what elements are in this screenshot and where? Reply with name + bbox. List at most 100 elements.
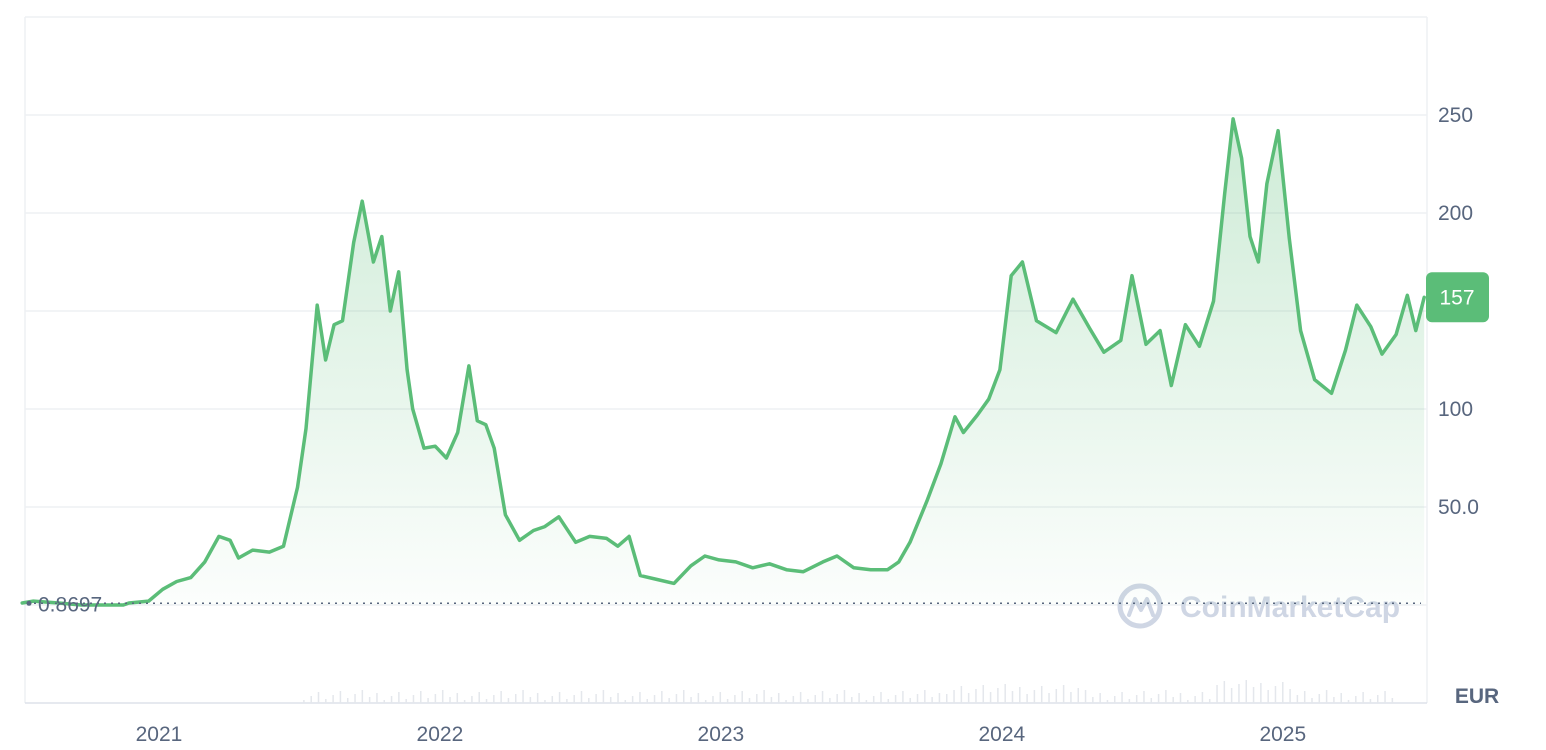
volume-bar [975,689,977,703]
volume-bar [697,693,700,703]
volume-bar [405,699,407,703]
volume-bar [1376,695,1379,703]
volume-bar [1121,692,1123,703]
volume-bar [770,697,773,703]
x-tick-label: 2024 [978,723,1025,746]
volume-bar [690,697,692,703]
volume-bar [1252,687,1255,703]
volume-bar [997,688,999,703]
volume-bar [1340,693,1342,703]
volume-bar [843,690,846,703]
volume-bar [1362,692,1364,703]
volume-bar [924,690,926,703]
current-price-value: 157 [1439,286,1474,309]
volume-bar [566,699,568,703]
y-tick-label: 100 [1438,398,1473,421]
volume-bar [719,692,722,703]
volume-bar [807,699,809,703]
volume-bar [449,697,451,703]
volume-bar [1303,691,1306,703]
volume-bar [777,693,780,703]
volume-bar [712,696,714,703]
volume-bar [1245,680,1247,703]
volume-bar [945,694,948,703]
volume-bar [726,699,729,703]
volume-bar [383,700,386,703]
volume-bar [609,697,612,703]
volume-bar [1208,699,1211,703]
volume-bar [1011,691,1014,703]
volume-bar [580,691,583,703]
volume-bar [668,698,670,703]
volume-bar [1201,692,1204,703]
volume-bar [1282,682,1284,703]
volume-bars [303,680,1394,703]
volume-bar [398,692,400,703]
volume-bar [1318,694,1321,703]
currency-label: EUR [1455,685,1499,708]
volume-bar [463,700,466,703]
volume-bar [872,696,875,703]
volume-bar [1194,696,1196,703]
volume-bar [639,692,641,703]
x-tick-label: 2021 [136,723,183,746]
volume-bar [734,695,736,703]
volume-bar [1172,697,1174,703]
volume-bar [858,693,860,703]
volume-bar [1274,686,1277,703]
volume-bar [631,696,634,703]
volume-bar [507,698,510,703]
volume-bar [1157,694,1160,703]
volume-bar [960,686,963,703]
volume-bar [792,696,795,703]
y-tick-label: 200 [1438,202,1473,225]
volume-bar [1026,694,1028,703]
volume-bar [1077,688,1079,703]
volume-bar [500,691,502,703]
volume-bar [1040,686,1043,703]
volume-bar [1150,698,1153,703]
volume-bar [1267,690,1269,703]
volume-bar [1099,693,1101,703]
volume-bar [814,695,817,703]
volume-bar [982,685,985,703]
volume-bar [1296,695,1299,703]
volume-bar [894,695,897,703]
x-tick-label: 2025 [1259,723,1306,746]
volume-bar [1106,700,1109,703]
volume-bar [785,700,787,703]
volume-bar [624,700,627,703]
volume-bar [573,695,575,703]
volume-bar [529,697,532,703]
volume-bar [1070,692,1072,703]
y-tick-label: 50.0 [1438,496,1479,519]
volume-bar [514,694,517,703]
volume-bar [880,692,882,703]
volume-bar [675,694,678,703]
x-tick-label: 2022 [417,723,464,746]
volume-bar [1055,689,1058,703]
volume-bar [310,696,312,703]
volume-bar [1289,689,1291,703]
x-axis-ticks: 2021 2022 2023 2024 2025 [136,723,1307,746]
y-tick-label: 250 [1438,104,1473,127]
volume-bar [354,694,356,703]
volume-bar [617,693,619,703]
volume-bar [1391,698,1394,703]
price-area-fill [22,118,1425,606]
volume-bar [916,694,919,703]
volume-bar [1092,697,1094,703]
volume-bar [865,700,868,703]
volume-bar [821,691,824,703]
volume-bar [544,700,546,703]
volume-bar [1128,699,1131,703]
volume-bar [361,690,364,703]
volume-bar [1019,687,1021,703]
volume-bar [1238,684,1240,703]
volume-bar [595,694,597,703]
volume-bar [412,695,415,703]
volume-bar [1135,695,1138,703]
volume-bar [471,696,473,703]
volume-bar [493,695,495,703]
